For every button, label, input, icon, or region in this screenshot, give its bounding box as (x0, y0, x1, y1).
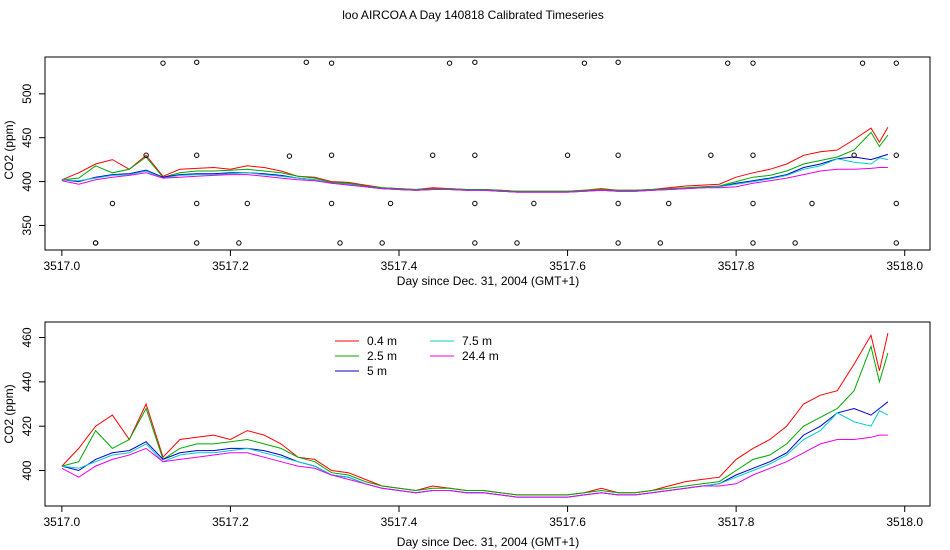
x-tick-label: 3517.0 (44, 515, 81, 529)
scatter-point (893, 60, 899, 66)
x-tick-label: 3517.2 (212, 259, 249, 273)
scatter-point (893, 152, 899, 158)
scatter-point (194, 152, 200, 158)
bottom-y-axis: 400 420 440 460 (20, 327, 45, 481)
scatter-point (446, 60, 453, 66)
y-tick-label: 420 (20, 416, 34, 436)
legend-label: 2.5 m (367, 349, 397, 363)
y-tick-label: 500 (20, 84, 34, 104)
scatter-point (328, 200, 335, 207)
figure-title: loo AIRCOA A Day 140818 Calibrated Times… (342, 8, 603, 22)
bottom-series-lines (61, 332, 889, 498)
scatter-point (472, 200, 478, 207)
x-tick-label: 3517.0 (44, 259, 81, 273)
scatter-point (194, 59, 200, 65)
scatter-point (615, 200, 621, 207)
scatter-point (472, 240, 478, 246)
scatter-point (725, 60, 731, 66)
scatter-point (893, 240, 899, 246)
x-tick-label: 3517.8 (718, 259, 755, 273)
legend-label: 7.5 m (462, 334, 492, 348)
scatter-point (387, 200, 394, 207)
scatter-point (160, 60, 166, 66)
scatter-point (143, 152, 149, 158)
series-line (61, 153, 889, 193)
top-plot-frame (44, 56, 931, 251)
scatter-point (792, 240, 798, 246)
scatter-point (286, 153, 293, 159)
scatter-point (244, 200, 250, 207)
scatter-point (194, 240, 200, 246)
y-tick-label: 400 (20, 171, 34, 191)
scatter-point (615, 240, 621, 246)
series-line (61, 434, 888, 498)
x-tick-label: 3517.6 (549, 515, 586, 529)
legend-label: 5 m (367, 364, 387, 378)
legend-label: 24.4 m (462, 349, 499, 363)
y-tick-label: 350 (20, 215, 34, 235)
x-tick-label: 3517.4 (381, 515, 418, 529)
series-line (61, 401, 889, 498)
scatter-point (472, 152, 478, 158)
top-y-axis: 350 400 450 500 (20, 84, 45, 235)
series-line (61, 131, 889, 192)
bottom-y-axis-label: CO2 (ppm) (2, 384, 16, 443)
scatter-point (303, 59, 309, 65)
scatter-point (472, 59, 478, 65)
scatter-point (893, 200, 899, 207)
legend: 0.4 m2.5 m5 m 7.5 m24.4 m (335, 334, 499, 378)
bottom-x-axis-label: Day since Dec. 31, 2004 (GMT+1) (397, 535, 579, 549)
scatter-point (851, 152, 857, 158)
scatter-point (708, 152, 714, 158)
scatter-point (750, 200, 756, 207)
scatter-point (92, 240, 99, 246)
top-panel: 3517.0 3517.2 3517.4 3517.6 3517.8 3518.0 350… (2, 56, 931, 288)
x-tick-label: 3518.0 (886, 515, 923, 529)
bottom-panel: 3517.0 3517.2 3517.4 3517.6 3517.8 3518.0 400… (2, 321, 931, 549)
scatter-point (194, 200, 200, 207)
x-tick-label: 3517.8 (718, 515, 755, 529)
scatter-point (564, 152, 571, 158)
scatter-point (750, 60, 756, 66)
scatter-point (328, 60, 335, 66)
y-tick-label: 460 (20, 327, 34, 347)
scatter-point (666, 200, 672, 207)
legend-label: 0.4 m (367, 334, 397, 348)
top-series-lines (61, 126, 889, 193)
scatter-point (581, 60, 588, 66)
top-x-axis-label: Day since Dec. 31, 2004 (GMT+1) (397, 274, 579, 288)
bottom-x-axis: 3517.0 3517.2 3517.4 3517.6 3517.8 3518.0 (44, 506, 923, 529)
x-tick-label: 3517.6 (549, 259, 586, 273)
bottom-plot-frame (44, 321, 931, 507)
x-tick-label: 3517.4 (381, 259, 418, 273)
top-scatter-points (92, 59, 899, 246)
scatter-point (236, 240, 242, 246)
scatter-point (615, 152, 621, 158)
scatter-point (430, 152, 436, 158)
series-line (61, 344, 889, 496)
scatter-point (657, 240, 663, 246)
scatter-point (514, 240, 520, 246)
scatter-point (328, 152, 335, 158)
y-tick-label: 450 (20, 127, 34, 147)
top-x-axis: 3517.0 3517.2 3517.4 3517.6 3517.8 3518.0 (44, 250, 923, 273)
x-tick-label: 3517.2 (212, 515, 249, 529)
series-line (61, 410, 889, 498)
scatter-point (337, 240, 343, 246)
y-tick-label: 440 (20, 372, 34, 392)
scatter-point (531, 200, 537, 207)
series-line (61, 167, 888, 193)
scatter-point (750, 240, 756, 246)
scatter-point (379, 240, 385, 246)
scatter-point (859, 60, 866, 66)
scatter-point (750, 152, 756, 158)
x-tick-label: 3518.0 (886, 259, 923, 273)
scatter-point (615, 59, 621, 65)
scatter-point (809, 200, 815, 207)
scatter-point (109, 200, 116, 207)
top-y-axis-label: CO2 (ppm) (2, 120, 16, 179)
y-tick-label: 400 (20, 460, 34, 480)
series-line (61, 157, 888, 193)
